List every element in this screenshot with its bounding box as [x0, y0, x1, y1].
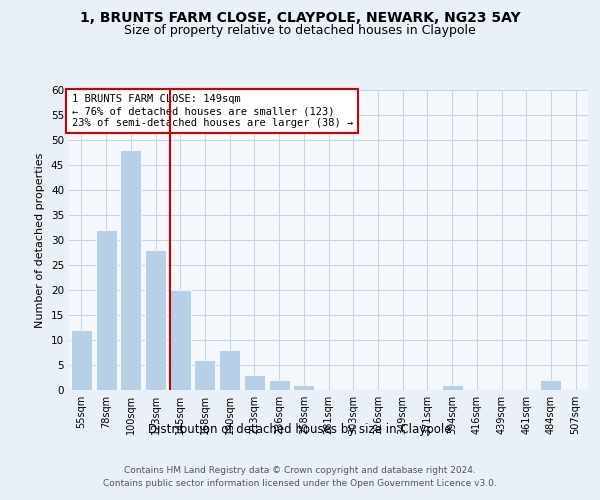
Bar	[120, 150, 141, 390]
Bar	[95, 230, 116, 390]
Bar	[442, 385, 463, 390]
Bar	[244, 375, 265, 390]
Bar	[145, 250, 166, 390]
Text: Distribution of detached houses by size in Claypole: Distribution of detached houses by size …	[148, 422, 452, 436]
Text: Contains HM Land Registry data © Crown copyright and database right 2024.
Contai: Contains HM Land Registry data © Crown c…	[103, 466, 497, 487]
Bar	[293, 385, 314, 390]
Bar	[194, 360, 215, 390]
Bar	[71, 330, 92, 390]
Text: Size of property relative to detached houses in Claypole: Size of property relative to detached ho…	[124, 24, 476, 37]
Bar	[541, 380, 562, 390]
Text: 1, BRUNTS FARM CLOSE, CLAYPOLE, NEWARK, NG23 5AY: 1, BRUNTS FARM CLOSE, CLAYPOLE, NEWARK, …	[80, 11, 520, 25]
Y-axis label: Number of detached properties: Number of detached properties	[35, 152, 46, 328]
Bar	[219, 350, 240, 390]
Text: 1 BRUNTS FARM CLOSE: 149sqm
← 76% of detached houses are smaller (123)
23% of se: 1 BRUNTS FARM CLOSE: 149sqm ← 76% of det…	[71, 94, 353, 128]
Bar	[269, 380, 290, 390]
Bar	[170, 290, 191, 390]
